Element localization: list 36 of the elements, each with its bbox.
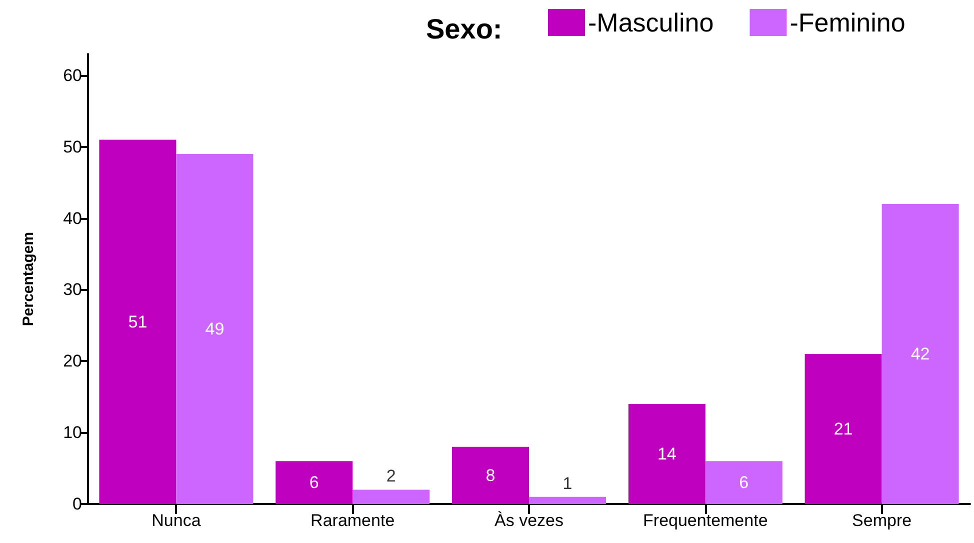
bar	[529, 496, 606, 504]
y-tick-label: 30	[63, 280, 82, 300]
data-label: 6	[739, 473, 749, 492]
legend-label: -Masculino	[588, 8, 714, 38]
bar	[452, 446, 529, 504]
bar	[352, 490, 430, 504]
x-tick-label: Sempre	[852, 511, 912, 530]
data-label: 6	[309, 473, 319, 492]
data-label: 1	[562, 474, 572, 493]
bar	[99, 140, 176, 504]
y-tick-label: 10	[63, 423, 82, 442]
x-tick-label: Frequentemente	[643, 511, 768, 530]
legend-title: Sexo:	[426, 14, 502, 44]
data-label: 14	[657, 444, 676, 464]
x-tick-label: Raramente	[310, 511, 395, 530]
data-label: 42	[910, 344, 930, 364]
legend-label: -Feminino	[790, 8, 906, 38]
data-label: 21	[834, 420, 853, 438]
x-tick-label: Às vezes	[494, 511, 564, 530]
data-label: 2	[386, 466, 396, 486]
data-label: 51	[128, 312, 148, 332]
y-tick-label: 20	[63, 352, 82, 371]
y-tick-label: 40	[63, 208, 82, 228]
bar	[705, 461, 782, 504]
y-tick-label: 60	[63, 66, 82, 85]
y-tick-label: 50	[63, 137, 82, 156]
y-tick-label: 0	[72, 494, 82, 514]
x-tick-label: Nunca	[152, 511, 202, 530]
bar	[276, 461, 353, 504]
data-label: 49	[205, 320, 224, 338]
bar	[882, 204, 959, 504]
y-axis-title: Percentagem	[20, 232, 37, 326]
bar	[804, 354, 882, 504]
data-label: 8	[486, 466, 496, 485]
bar	[176, 154, 254, 504]
bar	[628, 404, 706, 504]
